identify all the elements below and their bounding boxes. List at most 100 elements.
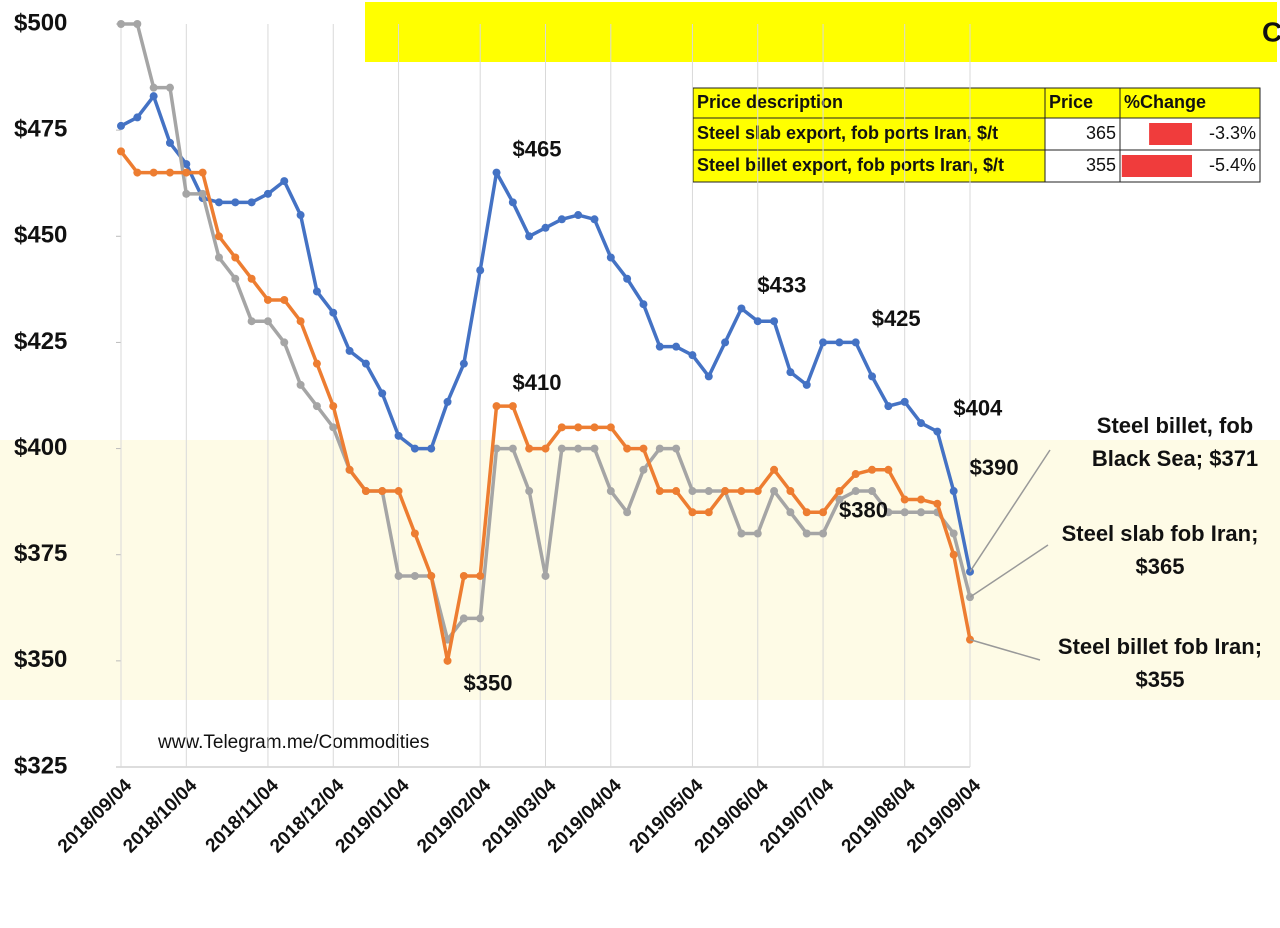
data-point [623,274,632,283]
data-point [541,223,550,232]
data-point [802,508,811,517]
price-table: Price description Price %Change Steel slab … [692,87,1261,183]
data-point [802,529,811,538]
y-tick-label: $350 [14,646,67,673]
data-point [247,198,256,207]
data-point [623,444,632,453]
data-point [231,274,240,283]
data-point [574,444,583,453]
data-point [770,487,779,496]
data-point [492,444,501,453]
data-point [133,113,142,122]
data-label: $380 [839,497,888,522]
data-point [296,380,305,389]
data-point [182,168,191,177]
data-point [541,571,550,580]
data-point [182,189,191,198]
table-header: Price [1049,92,1093,112]
table-cell-text: Steel slab export, fob ports Iran, $/t [697,123,998,143]
data-point [819,529,828,538]
data-label: $404 [953,395,1003,420]
data-point [639,444,648,453]
data-point [410,529,419,538]
data-label: $465 [513,136,562,161]
data-point [410,571,419,580]
data-point [949,487,958,496]
data-point [557,423,566,432]
table-cell-text: -3.3% [1209,123,1256,143]
data-point [770,465,779,474]
data-point [476,571,485,580]
data-point [884,402,893,411]
data-point [835,495,844,504]
data-point [851,487,860,496]
series-label: Steel billet, fob [1097,413,1253,438]
data-point [819,508,828,517]
data-point [133,20,142,28]
data-point [214,198,223,207]
data-point [704,372,713,381]
data-point [786,508,795,517]
data-point [737,529,746,538]
data-point [182,160,191,169]
data-point [394,571,403,580]
data-point [231,198,240,207]
data-point [117,147,125,156]
data-point [737,304,746,313]
table-cell [1044,149,1121,183]
source: www.Telegram.me/Commodities [157,732,429,753]
y-tick-label: $450 [14,222,67,249]
data-point [312,359,321,368]
data-point [606,253,615,262]
data-point [312,402,321,411]
data-point [851,470,860,479]
data-point [672,342,681,351]
data-point [590,215,599,224]
data-point [753,317,762,326]
data-point [476,614,485,623]
table-cell-text: -5.4% [1209,155,1256,175]
data-point [508,444,517,453]
data-point [394,487,403,496]
data-point [688,351,697,360]
data-point [329,308,338,317]
data-point [721,338,730,347]
data-point [214,253,223,262]
data-point [574,423,583,432]
data-point [704,508,713,517]
data-point [868,465,877,474]
data-point [263,317,272,326]
data-point [851,338,860,347]
data-point [280,177,289,186]
callout-line [969,638,1041,661]
table-cell-text: 355 [1086,155,1116,175]
y-tick-label: $400 [14,434,67,461]
data-point [737,487,746,496]
callout-line [969,544,1049,598]
data-point [721,487,730,496]
data-point [476,266,485,275]
data-point [459,359,468,368]
data-point [117,20,125,28]
data-point [868,372,877,381]
data-point [835,338,844,347]
data-point [280,295,289,304]
data-point [688,508,697,517]
data-point [835,487,844,496]
data-point [329,402,338,411]
change-bar [1149,123,1192,145]
data-point [117,121,125,130]
series-label: Steel slab fob Iran; [1062,521,1259,546]
data-point [917,419,926,428]
data-point [410,444,419,453]
data-point [933,499,942,508]
data-point [443,656,452,665]
data-point [165,168,174,177]
data-point [623,508,632,517]
table-cell-text: 365 [1086,123,1116,143]
table-header: Price description [697,92,843,112]
data-point [394,431,403,440]
data-point [492,168,501,177]
